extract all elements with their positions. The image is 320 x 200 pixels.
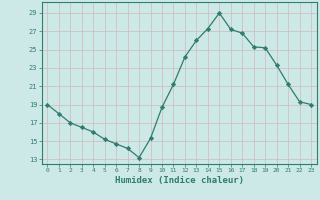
X-axis label: Humidex (Indice chaleur): Humidex (Indice chaleur) bbox=[115, 176, 244, 185]
